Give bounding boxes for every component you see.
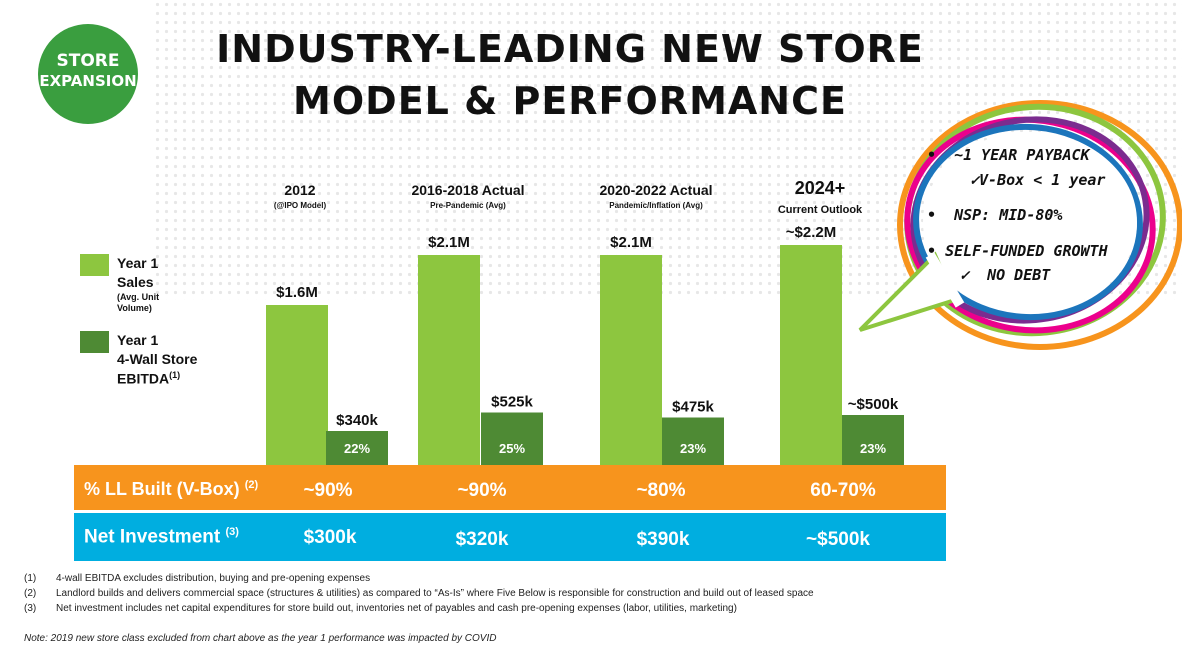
period-subtitle-2: Pre-Pandemic (Avg) xyxy=(430,201,506,210)
net-investment-value-4: ~$500k xyxy=(806,529,870,550)
ebitda-bar xyxy=(662,417,724,465)
period-title-3: 2020-2022 Actual xyxy=(599,182,713,198)
ll-built-value-2: ~90% xyxy=(457,480,507,501)
ebitda-bar xyxy=(326,431,388,465)
footnote-3-num: (3) xyxy=(24,603,37,614)
sales-value-label: $1.6M xyxy=(276,284,318,301)
sales-bar xyxy=(266,305,328,465)
callout-item-1-sub: ✓V-Box < 1 year xyxy=(970,171,1105,189)
legend-sales-swatch xyxy=(80,254,109,276)
legend-sales-label-1: Year 1 xyxy=(117,255,159,271)
legend-ebitda-label-3: EBITDA xyxy=(117,370,170,387)
net-investment-value-2: $320k xyxy=(455,529,509,550)
callout-item-3-sub-text: NO DEBT xyxy=(987,266,1051,284)
ll-built-label-wrap: % LL Built (V-Box) (2) xyxy=(84,479,258,500)
net-investment-row xyxy=(74,513,946,561)
page-title-line2: MODEL & PERFORMANCE xyxy=(293,79,847,123)
store-expansion-badge: STORE EXPANSION xyxy=(38,24,138,124)
period-title-2: 2016-2018 Actual xyxy=(411,182,525,198)
ll-built-value-1: ~90% xyxy=(303,480,353,501)
ll-built-row xyxy=(74,465,946,510)
legend-sales-sub-2: Volume) xyxy=(117,303,152,314)
net-investment-label-wrap: Net Investment (3) xyxy=(84,526,239,548)
note: Note: 2019 new store class excluded from… xyxy=(24,633,497,644)
page-title-line1: INDUSTRY-LEADING NEW STORE xyxy=(216,27,924,71)
footnote-1-num: (1) xyxy=(24,573,37,584)
ebitda-value-label: $475k xyxy=(672,399,714,416)
ll-built-value-4: 60-70% xyxy=(810,480,876,501)
ebitda-bar xyxy=(842,415,904,465)
ebitda-margin-label: 23% xyxy=(680,441,706,456)
bullet-icon: • xyxy=(927,206,937,224)
callout-item-1: • ~1 YEAR PAYBACK xyxy=(927,146,1090,164)
legend-ebitda: Year 1 4-Wall Store EBITDA(1) xyxy=(117,331,197,388)
ll-built-value-3: ~80% xyxy=(636,480,686,501)
ebitda-margin-label: 23% xyxy=(860,441,886,456)
bar-chart: $1.6M $340k 22% $2.1M $525k 25% $2.1M $475k 23% ~… xyxy=(266,224,904,465)
ll-built-label: % LL Built (V-Box) xyxy=(84,479,240,499)
bullet-icon: • xyxy=(927,146,937,164)
sales-value-label: $2.1M xyxy=(610,234,652,251)
callout-item-3-text: SELF-FUNDED GROWTH xyxy=(945,242,1108,260)
sales-bar xyxy=(418,255,480,465)
footnote-1-text: 4-wall EBITDA excludes distribution, buy… xyxy=(56,573,371,584)
legend-sales: Year 1 Sales (Avg. Unit Volume) xyxy=(117,254,159,314)
legend-ebitda-label-2: 4-Wall Store xyxy=(117,350,198,367)
legend-ebitda-label-1: Year 1 xyxy=(117,332,159,348)
footnote-2: (2) Landlord builds and delivers commerci… xyxy=(24,588,814,599)
period-title-1: 2012 xyxy=(284,182,316,198)
net-investment-value-1: $300k xyxy=(303,527,357,548)
footnote-3: (3) Net investment includes net capital e… xyxy=(24,603,737,614)
callout-item-2: • NSP: MID-80% xyxy=(927,206,1062,224)
ll-built-sup: (2) xyxy=(244,479,259,491)
legend-sales-label-2: Sales xyxy=(117,273,154,290)
footnote-2-num: (2) xyxy=(24,588,37,599)
legend-ebitda-sup: (1) xyxy=(169,369,181,380)
callout-rings xyxy=(897,100,1182,350)
period-subtitle-1: (@IPO Model) xyxy=(273,201,327,210)
ebitda-value-label: ~$500k xyxy=(848,396,899,413)
period-subtitle-3: Pandemic/Inflation (Avg) xyxy=(609,201,703,210)
legend-sales-sub-1: (Avg. Unit xyxy=(117,291,160,302)
ebitda-margin-label: 22% xyxy=(344,441,370,456)
sales-bar xyxy=(600,255,662,465)
bullet-icon: • xyxy=(927,242,937,260)
callout-item-3-sub: ✓ NO DEBT xyxy=(960,266,1050,284)
ebitda-value-label: $340k xyxy=(336,412,378,429)
footnote-3-text: Net investment includes net capital expe… xyxy=(56,603,737,614)
net-investment-sup: (3) xyxy=(225,526,239,538)
sales-value-label: $2.1M xyxy=(428,234,470,251)
callout-item-2-text: NSP: MID-80% xyxy=(954,206,1063,224)
callout-item-1-sub-text: V-Box < 1 year xyxy=(979,171,1106,189)
net-investment-label: Net Investment xyxy=(84,526,221,548)
footnote-1: (1) 4-wall EBITDA excludes distribution, … xyxy=(24,573,370,584)
badge-line1: STORE xyxy=(57,51,120,71)
sales-bar xyxy=(780,245,842,465)
check-icon: ✓ xyxy=(960,266,970,284)
callout-item-3: • SELF-FUNDED GROWTH xyxy=(927,242,1108,260)
ebitda-value-label: $525k xyxy=(491,394,533,411)
badge-line2: EXPANSION xyxy=(39,72,136,90)
callout-item-1-text: ~1 YEAR PAYBACK xyxy=(954,146,1090,164)
legend-ebitda-swatch xyxy=(80,331,109,353)
check-icon: ✓ xyxy=(970,171,980,189)
sales-value-label: ~$2.2M xyxy=(786,224,836,241)
period-subtitle-4: Current Outlook xyxy=(777,204,863,216)
ebitda-margin-label: 25% xyxy=(499,441,525,456)
ebitda-bar xyxy=(481,412,543,465)
footnote-2-text: Landlord builds and delivers commercial … xyxy=(56,588,814,599)
period-title-4: 2024+ xyxy=(794,178,846,198)
net-investment-value-3: $390k xyxy=(636,529,690,550)
